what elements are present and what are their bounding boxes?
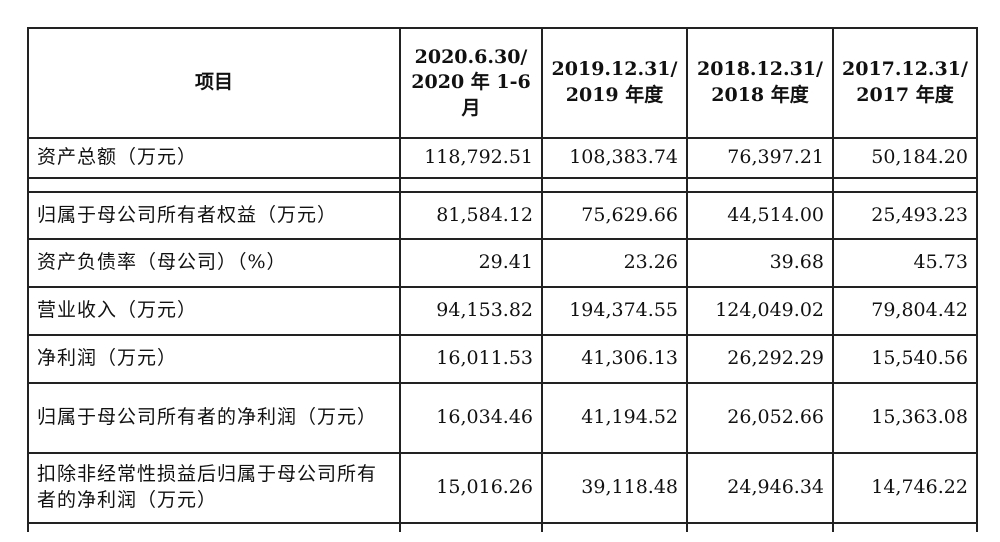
table-row: 归属于母公司所有者权益（万元） 81,584.12 75,629.66 44,5… bbox=[27, 191, 978, 240]
cell-value: 23.26 bbox=[541, 238, 688, 288]
row-label: 归属于母公司所有者的净利润（万元） bbox=[27, 382, 401, 454]
cell-value: 15,016.26 bbox=[399, 452, 543, 524]
cell-value: 39,118.48 bbox=[541, 452, 688, 524]
table-row: 资产总额（万元） 118,792.51 108,383.74 76,397.21… bbox=[27, 137, 978, 179]
page-break-gap bbox=[27, 178, 978, 192]
cell-value: 79,804.42 bbox=[832, 286, 978, 336]
cell-value: 194,374.55 bbox=[541, 286, 688, 336]
cell-value: 50,184.20 bbox=[832, 137, 978, 179]
cell-value: 41,194.52 bbox=[541, 382, 688, 454]
table-row: 扣除非经常性损益后归属于母公司所有者的净利润（万元） 15,016.26 39,… bbox=[27, 452, 978, 524]
financial-table: 项目 2020.6.30/ 2020 年 1-6 月 2019.12.31/ 2… bbox=[27, 27, 978, 532]
cell-value: 94,153.82 bbox=[399, 286, 543, 336]
row-label: 营业收入（万元） bbox=[27, 286, 401, 336]
cell-value: 75,629.66 bbox=[541, 191, 688, 240]
cell-value: 81,584.12 bbox=[399, 191, 543, 240]
table-row: 归属于母公司所有者的净利润（万元） 16,034.46 41,194.52 26… bbox=[27, 382, 978, 454]
cell-value: 39.68 bbox=[686, 238, 834, 288]
cell-value: 15,540.56 bbox=[832, 334, 978, 384]
table-row: 营业收入（万元） 94,153.82 194,374.55 124,049.02… bbox=[27, 286, 978, 336]
cell-value: 124,049.02 bbox=[686, 286, 834, 336]
cell-value: 29.41 bbox=[399, 238, 543, 288]
cell-value: 26,292.29 bbox=[686, 334, 834, 384]
header-row: 项目 2020.6.30/ 2020 年 1-6 月 2019.12.31/ 2… bbox=[27, 27, 978, 139]
row-label: 归属于母公司所有者权益（万元） bbox=[27, 191, 401, 240]
header-item: 项目 bbox=[27, 27, 401, 139]
cell-value: 15,363.08 bbox=[832, 382, 978, 454]
cell-value: 25,493.23 bbox=[832, 191, 978, 240]
row-label: 扣除非经常性损益后归属于母公司所有者的净利润（万元） bbox=[27, 452, 401, 524]
truncated-row bbox=[27, 522, 978, 532]
row-label: 资产负债率（母公司）（%） bbox=[27, 238, 401, 288]
cell-value: 14,746.22 bbox=[832, 452, 978, 524]
cell-value: 118,792.51 bbox=[399, 137, 543, 179]
cell-value: 45.73 bbox=[832, 238, 978, 288]
cell-value: 26,052.66 bbox=[686, 382, 834, 454]
header-2017: 2017.12.31/ 2017 年度 bbox=[832, 27, 978, 139]
header-2018: 2018.12.31/ 2018 年度 bbox=[686, 27, 834, 139]
header-2019: 2019.12.31/ 2019 年度 bbox=[541, 27, 688, 139]
cell-value: 108,383.74 bbox=[541, 137, 688, 179]
cell-value: 41,306.13 bbox=[541, 334, 688, 384]
cell-value: 16,034.46 bbox=[399, 382, 543, 454]
cell-value: 24,946.34 bbox=[686, 452, 834, 524]
cell-value: 16,011.53 bbox=[399, 334, 543, 384]
table-row: 资产负债率（母公司）（%） 29.41 23.26 39.68 45.73 bbox=[27, 238, 978, 288]
header-2020h1: 2020.6.30/ 2020 年 1-6 月 bbox=[399, 27, 543, 139]
row-label: 净利润（万元） bbox=[27, 334, 401, 384]
cell-value: 76,397.21 bbox=[686, 137, 834, 179]
table-row: 净利润（万元） 16,011.53 41,306.13 26,292.29 15… bbox=[27, 334, 978, 384]
cell-value: 44,514.00 bbox=[686, 191, 834, 240]
row-label: 资产总额（万元） bbox=[27, 137, 401, 179]
